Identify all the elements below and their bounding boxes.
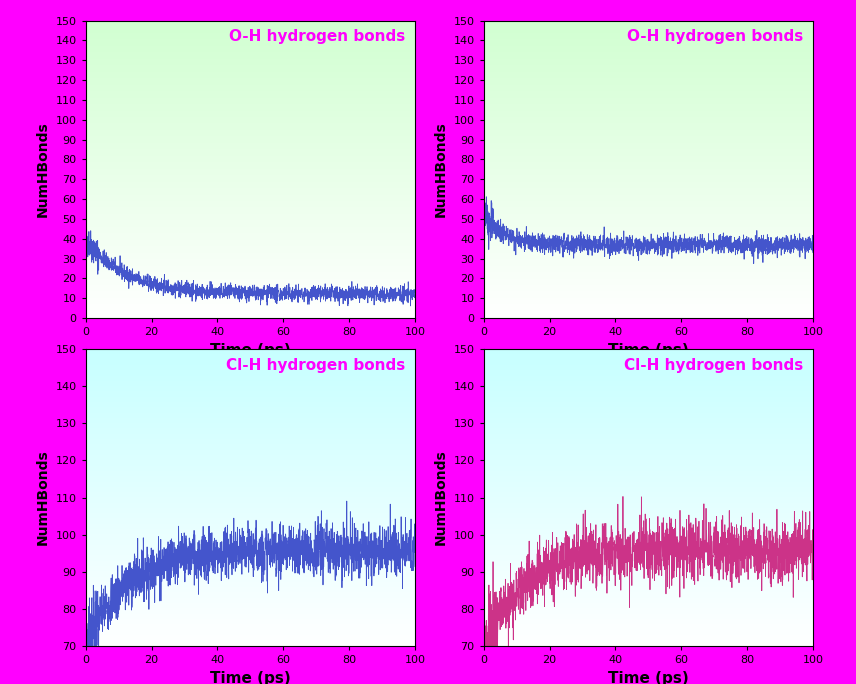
Y-axis label: NumHBonds: NumHBonds	[36, 122, 50, 217]
Text: O-H hydrogen bonds: O-H hydrogen bonds	[229, 29, 405, 44]
Text: (B): (B)	[441, 0, 471, 12]
Text: Cl-H hydrogen bonds: Cl-H hydrogen bonds	[624, 358, 803, 373]
X-axis label: Time (ps): Time (ps)	[210, 343, 291, 358]
Text: (D): (D)	[441, 322, 473, 340]
Y-axis label: NumHBonds: NumHBonds	[434, 450, 448, 545]
Text: (C): (C)	[43, 322, 73, 340]
X-axis label: Time (ps): Time (ps)	[608, 343, 689, 358]
Text: (A): (A)	[43, 0, 73, 12]
Y-axis label: NumHBonds: NumHBonds	[36, 450, 50, 545]
Y-axis label: NumHBonds: NumHBonds	[434, 122, 448, 217]
X-axis label: Time (ps): Time (ps)	[608, 671, 689, 684]
Text: O-H hydrogen bonds: O-H hydrogen bonds	[627, 29, 803, 44]
Text: Cl-H hydrogen bonds: Cl-H hydrogen bonds	[226, 358, 405, 373]
X-axis label: Time (ps): Time (ps)	[210, 671, 291, 684]
